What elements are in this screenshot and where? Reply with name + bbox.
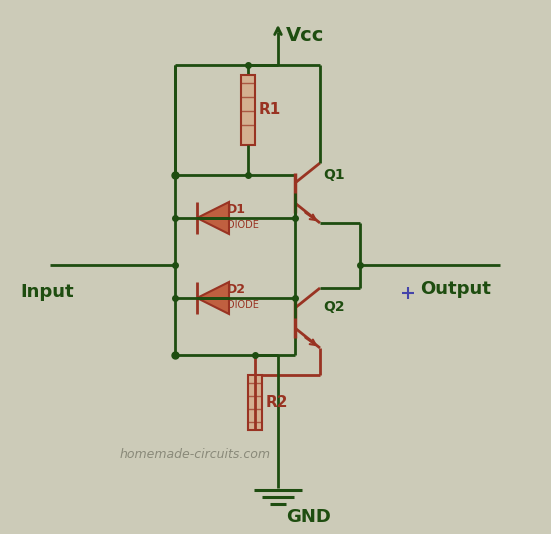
Text: Q2: Q2	[323, 300, 344, 314]
Bar	[241, 75, 255, 145]
Text: homemade-circuits.com: homemade-circuits.com	[120, 449, 271, 461]
Text: D2: D2	[227, 283, 246, 296]
Text: D1: D1	[227, 203, 246, 216]
Text: R2: R2	[266, 395, 289, 410]
Polygon shape	[197, 282, 229, 314]
Text: Output: Output	[420, 280, 491, 298]
Text: Vcc: Vcc	[286, 26, 325, 45]
Polygon shape	[197, 202, 229, 234]
Text: Input: Input	[20, 283, 74, 301]
Text: DIODE: DIODE	[227, 220, 259, 230]
Text: R1: R1	[259, 103, 281, 117]
Text: GND: GND	[286, 508, 331, 526]
Bar	[248, 375, 262, 430]
Text: DIODE: DIODE	[227, 300, 259, 310]
Text: Q1: Q1	[323, 168, 344, 182]
